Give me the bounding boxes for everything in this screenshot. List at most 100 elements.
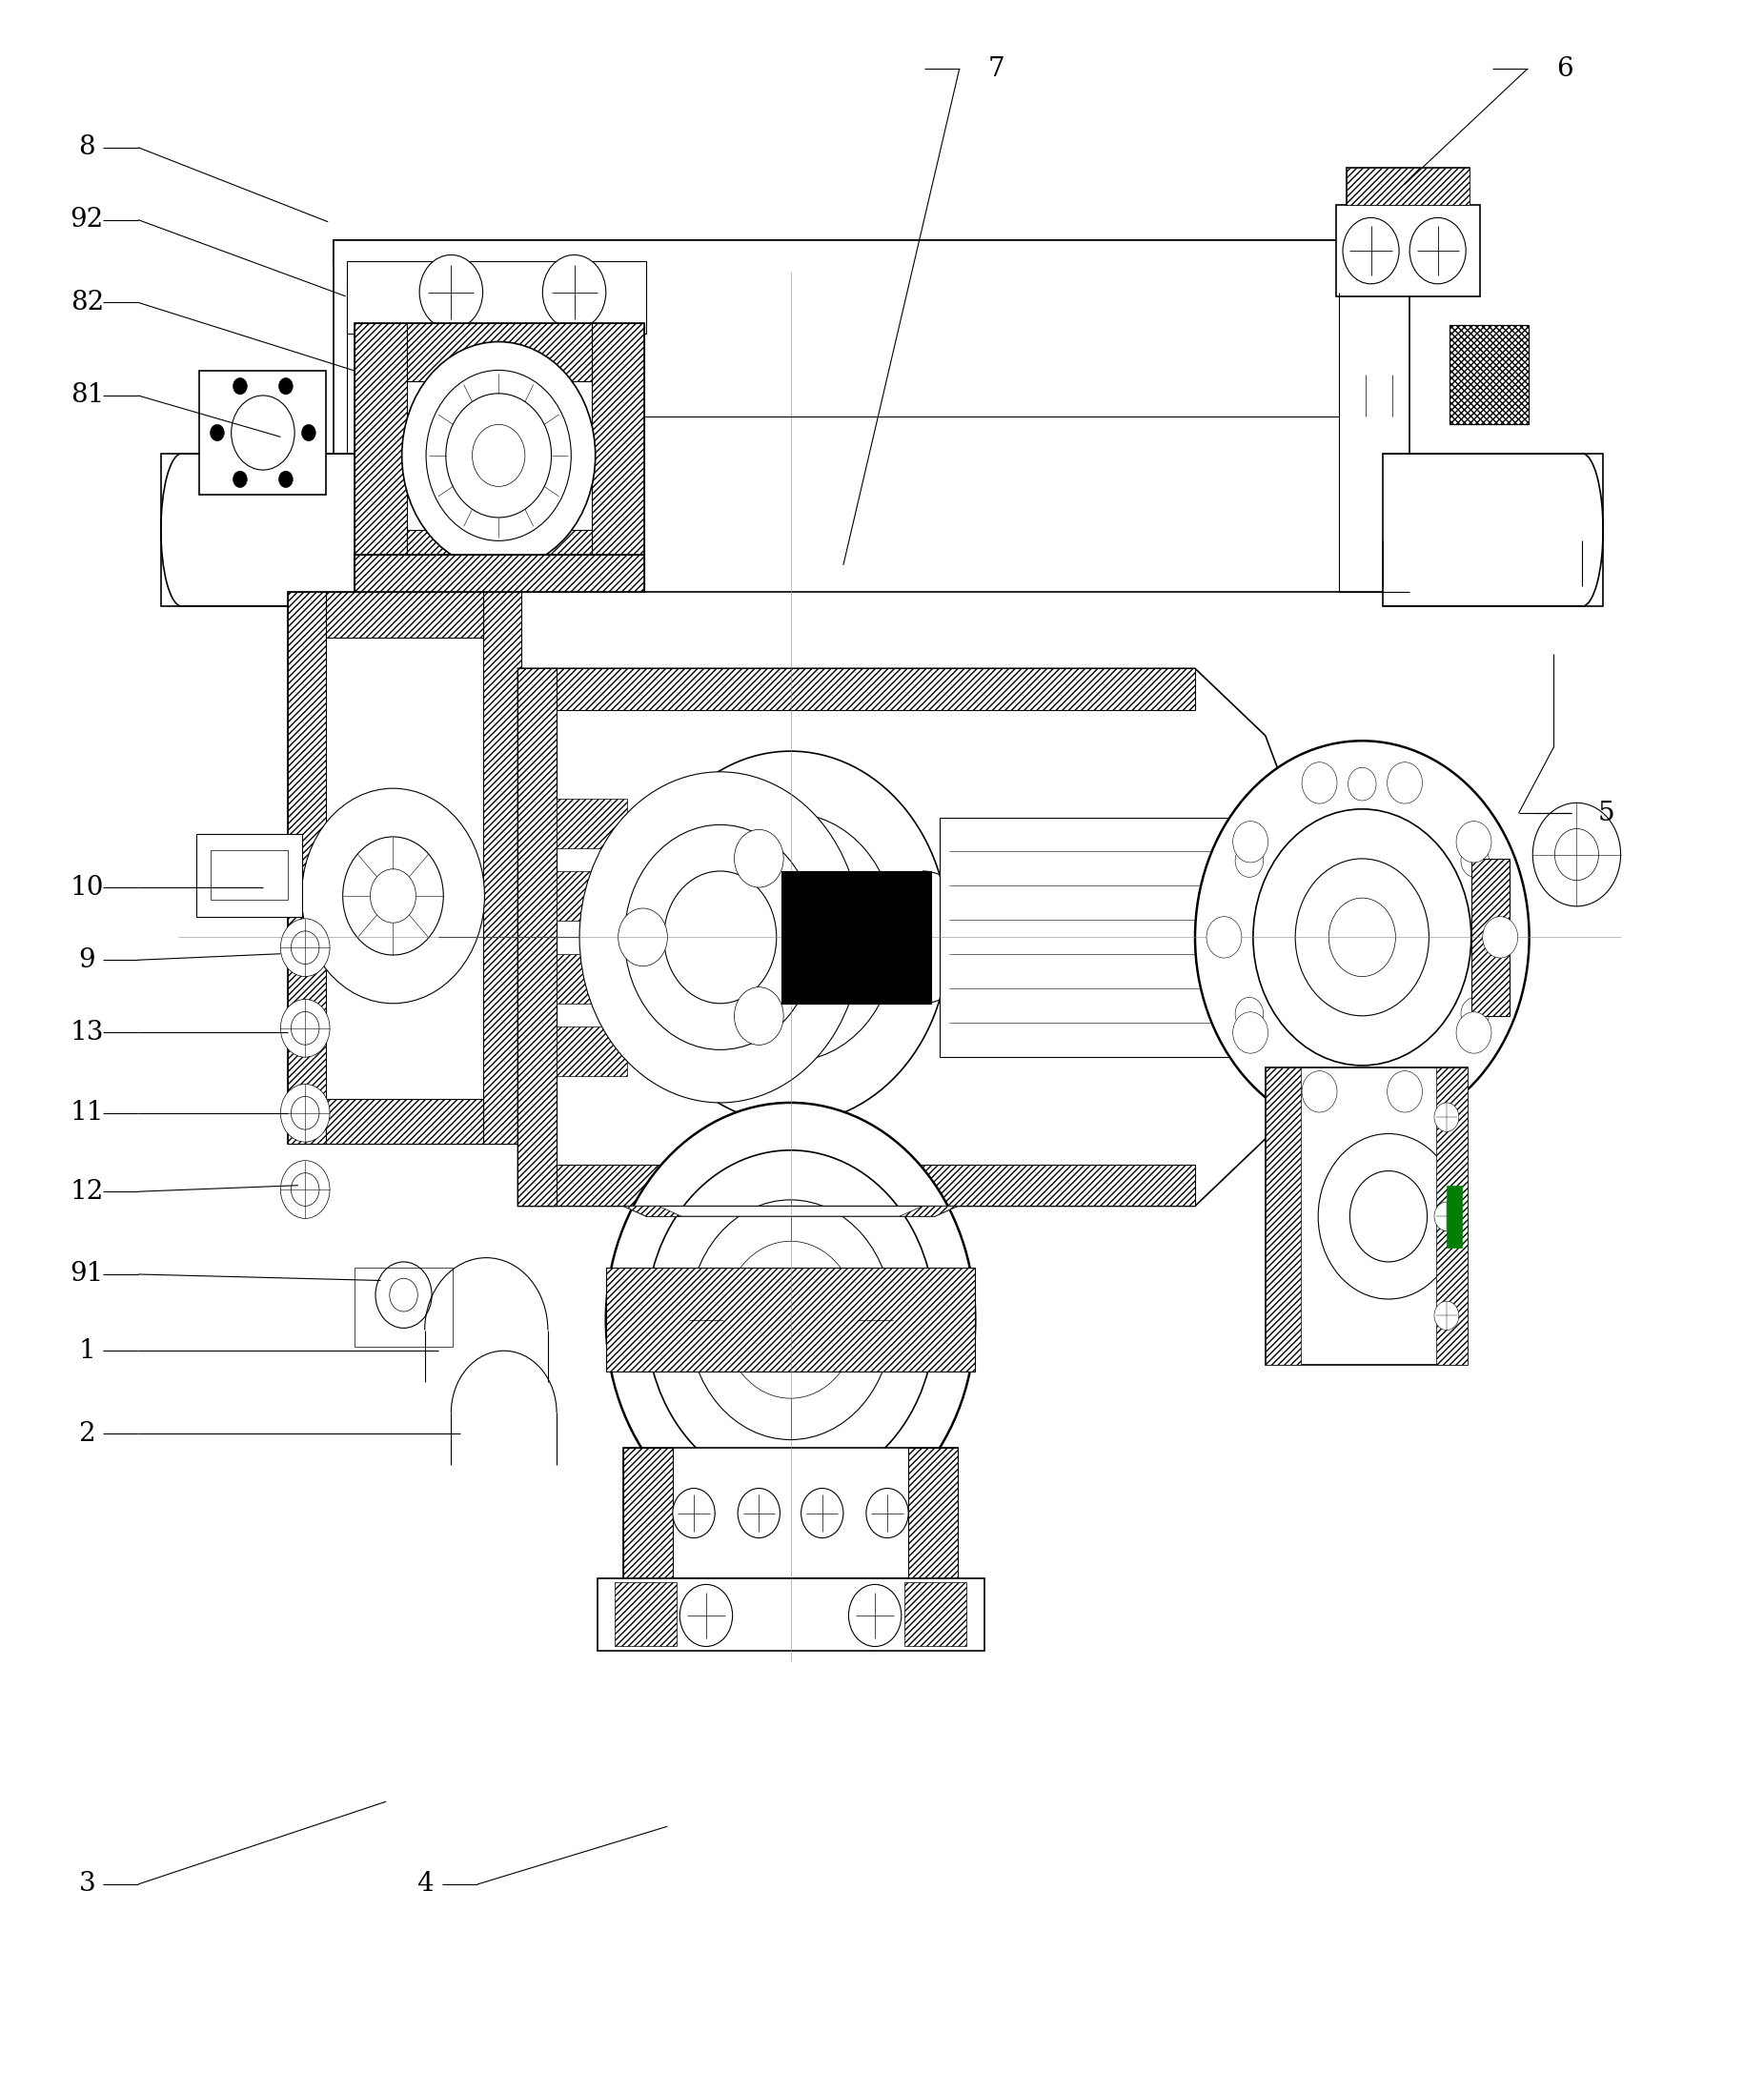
Bar	[519, 668, 557, 1206]
Text: 3: 3	[79, 1872, 95, 1897]
Circle shape	[1233, 821, 1268, 862]
Text: 2: 2	[79, 1420, 95, 1447]
Bar	[326, 593, 483, 636]
Circle shape	[280, 1084, 330, 1142]
Circle shape	[1457, 1012, 1491, 1053]
Circle shape	[279, 377, 293, 394]
Circle shape	[1328, 898, 1395, 976]
Circle shape	[280, 1161, 330, 1219]
Circle shape	[734, 987, 783, 1045]
Bar	[483, 593, 522, 1144]
Circle shape	[1434, 1103, 1459, 1132]
Bar	[519, 668, 1194, 709]
Bar	[407, 531, 591, 589]
Bar	[557, 954, 626, 1003]
Bar	[596, 1578, 984, 1650]
Text: 5: 5	[1598, 800, 1616, 825]
Bar	[557, 798, 626, 848]
Text: 6: 6	[1556, 56, 1573, 81]
Circle shape	[233, 471, 247, 487]
Bar	[1450, 325, 1528, 425]
Text: 11: 11	[71, 1101, 104, 1126]
Circle shape	[473, 425, 526, 487]
Circle shape	[1233, 1012, 1268, 1053]
Circle shape	[720, 854, 861, 1020]
Circle shape	[446, 394, 552, 518]
Circle shape	[1554, 829, 1598, 881]
Circle shape	[688, 1200, 893, 1441]
Bar	[519, 668, 1194, 709]
Circle shape	[1457, 821, 1491, 862]
Circle shape	[291, 1012, 319, 1045]
Bar	[288, 593, 326, 1144]
Text: 13: 13	[71, 1020, 104, 1045]
Text: 92: 92	[71, 207, 104, 232]
Bar	[623, 1447, 672, 1578]
Circle shape	[420, 255, 483, 330]
Text: 91: 91	[71, 1260, 104, 1287]
Bar	[326, 1099, 483, 1144]
Circle shape	[1235, 997, 1263, 1030]
Circle shape	[1482, 916, 1517, 958]
Polygon shape	[1346, 168, 1469, 205]
Bar	[519, 1165, 1194, 1206]
Circle shape	[624, 825, 817, 1049]
Circle shape	[684, 813, 896, 1061]
Circle shape	[1235, 844, 1263, 877]
Circle shape	[376, 1262, 432, 1329]
Circle shape	[1318, 1134, 1459, 1300]
Circle shape	[801, 1488, 843, 1538]
Bar	[355, 323, 644, 589]
Bar	[355, 556, 644, 593]
Circle shape	[1387, 763, 1422, 804]
Bar	[483, 593, 522, 1144]
Bar	[591, 323, 644, 589]
Bar	[1471, 858, 1510, 1016]
Text: 81: 81	[71, 384, 104, 408]
Circle shape	[1302, 763, 1337, 804]
Circle shape	[1252, 808, 1471, 1066]
Circle shape	[632, 750, 949, 1124]
Text: 9: 9	[79, 947, 95, 972]
Bar	[161, 454, 360, 607]
Circle shape	[543, 255, 605, 330]
Text: 10: 10	[71, 875, 104, 900]
Bar	[333, 240, 1409, 593]
Bar	[407, 323, 591, 381]
Bar	[1265, 1068, 1300, 1366]
Circle shape	[1461, 997, 1489, 1030]
Bar	[519, 1165, 1194, 1206]
Bar	[348, 282, 506, 572]
Bar	[326, 593, 483, 636]
Bar	[355, 323, 407, 589]
Circle shape	[233, 377, 247, 394]
Bar	[407, 531, 591, 589]
Circle shape	[1349, 1171, 1427, 1262]
Bar	[908, 1447, 958, 1578]
Circle shape	[672, 1488, 714, 1538]
Circle shape	[370, 869, 416, 922]
Circle shape	[1295, 858, 1429, 1016]
Circle shape	[1207, 916, 1242, 958]
Bar	[355, 1269, 453, 1347]
Circle shape	[1348, 1074, 1376, 1107]
Polygon shape	[905, 1582, 967, 1646]
Bar	[557, 871, 626, 920]
Circle shape	[390, 1279, 418, 1312]
Bar	[1383, 454, 1603, 607]
Bar	[519, 668, 557, 1206]
Circle shape	[723, 1242, 857, 1399]
Bar	[333, 240, 1409, 265]
Bar	[1471, 858, 1510, 1016]
Polygon shape	[623, 1206, 681, 1217]
Circle shape	[1434, 1202, 1459, 1231]
Circle shape	[605, 1103, 975, 1536]
Circle shape	[210, 425, 224, 442]
Bar	[1450, 325, 1528, 425]
Circle shape	[291, 1097, 319, 1130]
Circle shape	[866, 1488, 908, 1538]
Bar	[605, 1269, 975, 1372]
Circle shape	[231, 396, 295, 471]
Circle shape	[279, 471, 293, 487]
Bar	[605, 1269, 975, 1372]
